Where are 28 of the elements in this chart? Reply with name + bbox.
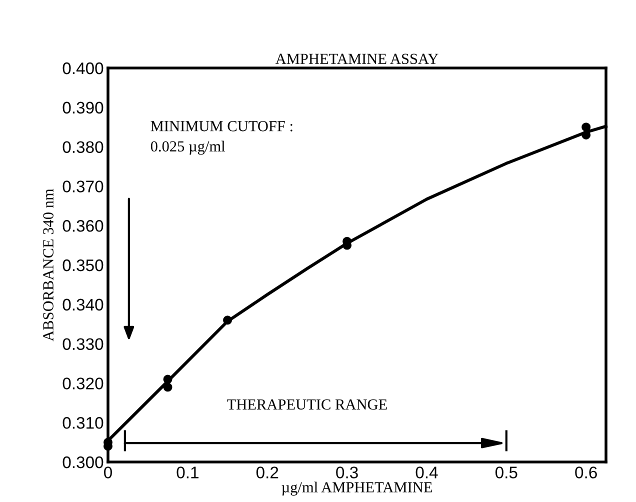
x-tick-label: 0.4 <box>416 466 438 478</box>
y-tick-label: 0.400 <box>62 62 104 74</box>
x-tick-label: 0.3 <box>336 466 358 478</box>
point <box>163 382 172 392</box>
y-tick-label: 0.300 <box>62 456 104 468</box>
x-axis-title: µg/ml AMPHETAMINE <box>282 482 432 496</box>
y-axis-title: ABSORBANCE 340 nm <box>43 188 54 342</box>
annotation: MINIMUM CUTOFF : 0.025 µg/ml <box>150 121 292 155</box>
x-tick-label: 0.2 <box>256 466 278 478</box>
x-tick-label: 0.5 <box>495 466 518 478</box>
x-tick-label: 0 <box>104 466 112 478</box>
point <box>582 130 591 140</box>
y-tick-label: 0.360 <box>62 220 104 232</box>
y-tick-label: 0.380 <box>62 141 104 154</box>
x-tick-label: 0.6 <box>575 466 597 478</box>
y-tick-label: 0.340 <box>62 298 104 311</box>
y-tick-label: 0.370 <box>62 180 104 192</box>
y-tick-label: 0.310 <box>62 417 104 429</box>
y-tick-label: 0.320 <box>62 378 104 390</box>
chart-title: AMPHETAMINE ASSAY <box>275 54 438 64</box>
y-tick-label: 0.330 <box>62 338 104 350</box>
point <box>223 316 232 325</box>
y-tick-label: 0.350 <box>62 259 104 272</box>
point <box>163 374 172 384</box>
annotation: THERAPEUTIC RANGE <box>227 399 387 410</box>
point <box>582 122 591 132</box>
y-tick-label: 0.390 <box>62 102 104 114</box>
x-tick-label: 0.1 <box>176 466 198 478</box>
